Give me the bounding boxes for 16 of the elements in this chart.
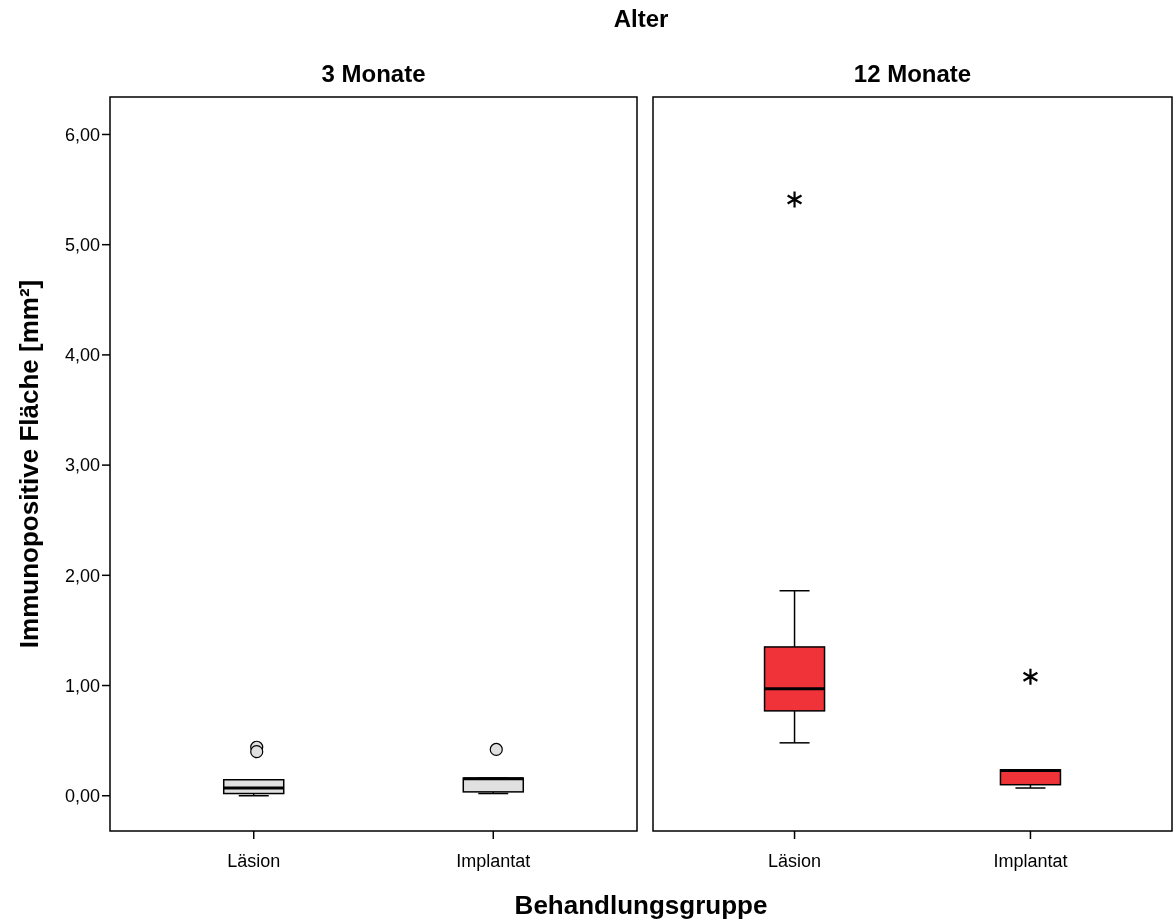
y-tick-label: 4,00	[64, 345, 100, 366]
x-tick-label: Läsion	[768, 851, 822, 871]
text: Alter	[613, 5, 669, 32]
y-tick-label: 2,00	[64, 565, 100, 586]
y-tick-label: 0,00	[64, 786, 100, 807]
chart-title: 3 Monate	[321, 60, 426, 87]
x-tick-label: Implantat	[456, 851, 531, 871]
chart-title: 12 Monate	[853, 60, 972, 87]
y-tick-label: 5,00	[64, 234, 100, 255]
x-tick-label: Läsion	[227, 851, 281, 871]
x-tick-label: Implantat	[993, 851, 1068, 871]
y-tick-label: 3,00	[64, 455, 100, 476]
y-axis-title: Immunopositive Fläche [mm²]	[14, 279, 44, 649]
x-axis-title: Behandlungsgruppe	[514, 890, 768, 920]
y-tick-label: 1,00	[64, 675, 100, 696]
y-tick-label: 6,00	[64, 124, 100, 145]
